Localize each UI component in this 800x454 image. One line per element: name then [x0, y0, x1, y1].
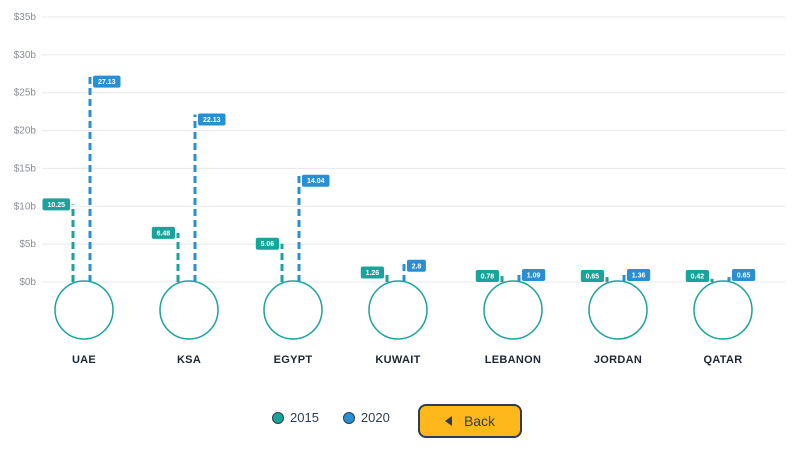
icon-circle: [54, 280, 114, 340]
data-label-2020-box: [407, 259, 426, 272]
category-label: EGYPT: [274, 354, 313, 366]
y-tick-label: $0b: [19, 277, 36, 288]
data-label-2015-box: [151, 226, 175, 239]
icon-circle: [588, 280, 648, 340]
icon-circle: [693, 280, 753, 340]
data-label-2020-box: [732, 269, 756, 281]
data-label-2020: 14.04: [307, 178, 325, 185]
data-label-2015: 6.48: [157, 230, 171, 237]
y-tick-label: $15b: [14, 163, 37, 174]
data-label-2020-box: [627, 269, 651, 281]
icon-circle: [263, 280, 323, 340]
legend-dot-2015: [272, 411, 284, 424]
y-tick-label: $10b: [14, 201, 37, 212]
y-tick-label: $25b: [14, 88, 37, 99]
lattice-line: [711, 274, 735, 278]
data-label-2015-box: [255, 237, 279, 250]
y-tick-label: $35b: [14, 12, 37, 23]
upper-sphere: [383, 267, 397, 281]
icon-circle: [483, 280, 543, 340]
icon-circle: [159, 280, 219, 340]
legend-item-2020[interactable]: 2020: [342, 410, 390, 425]
y-tick-label: $20b: [14, 126, 37, 137]
data-label-2015-box: [42, 198, 70, 211]
data-label-2020: 27.13: [98, 79, 116, 86]
data-label-2015: 0.65: [586, 274, 600, 281]
data-label-2015: 5.06: [261, 241, 275, 248]
lattice-line: [711, 262, 735, 266]
legend-label-2020: 2020: [360, 410, 390, 425]
data-label-2015: 10.25: [47, 202, 65, 209]
data-label-2020: 1.36: [632, 273, 646, 280]
legend-dot-2020: [342, 411, 355, 424]
data-label-2015: 1.26: [366, 270, 380, 277]
data-label-2015-box: [580, 270, 604, 282]
category-label: KSA: [177, 354, 201, 366]
data-label-2020: 2.8: [412, 263, 422, 270]
category-label: QATAR: [704, 354, 743, 366]
data-label-2020: 22.13: [203, 117, 221, 124]
legend: 2015 2020: [272, 410, 414, 425]
lattice-line: [711, 256, 735, 260]
lattice-line: [711, 250, 735, 254]
icon-circle: [368, 280, 428, 340]
y-tick-label: $30b: [14, 50, 37, 61]
data-label-2020: 0.65: [737, 273, 751, 280]
y-tick-label: $5b: [19, 239, 36, 250]
category-label: JORDAN: [594, 354, 642, 366]
legend-label-2015: 2015: [290, 410, 319, 425]
back-button[interactable]: Back: [418, 404, 522, 438]
back-arrow-icon: [444, 416, 452, 426]
category-label: LEBANON: [485, 354, 542, 366]
lattice-line: [711, 268, 735, 272]
category-label: KUWAIT: [375, 354, 420, 366]
data-label-2015-box: [685, 270, 709, 282]
data-label-2020-box: [198, 113, 226, 126]
data-label-2020-box: [93, 75, 121, 88]
data-label-2015-box: [360, 266, 384, 279]
data-label-2015: 0.42: [691, 274, 705, 281]
data-label-2020-box: [302, 174, 330, 187]
legend-item-2015[interactable]: 2015: [272, 410, 319, 425]
data-label-2020-box: [522, 269, 546, 281]
data-label-2020: 1.09: [527, 273, 541, 280]
category-label: UAE: [72, 354, 96, 366]
gdp-chart: $0b $5b $10b $15b $20b $25b $30b $35b 10.25 27.13…: [14, 12, 785, 366]
data-label-2015: 0.78: [481, 274, 495, 281]
back-button-label: Back: [463, 413, 496, 429]
data-label-2015-box: [475, 270, 499, 282]
